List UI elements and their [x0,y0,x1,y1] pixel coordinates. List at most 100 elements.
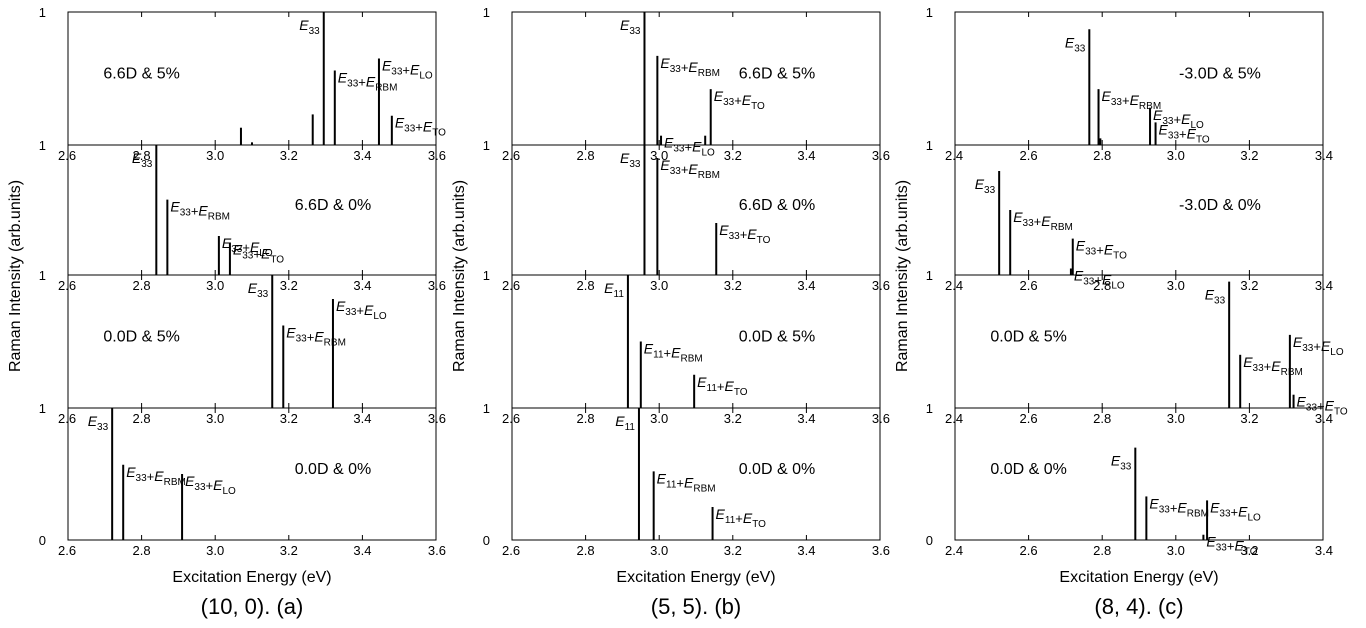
x-tick-label: 2.8 [133,278,151,293]
peak-label: E33+ETO [1206,534,1257,558]
x-tick-label: 3.0 [1167,278,1185,293]
x-tick-label: 3.4 [1315,543,1333,558]
peak-label: E33 [88,413,109,433]
condition-label: 0.0D & 5% [739,329,815,346]
x-tick-label: 2.6 [502,543,520,558]
x-tick-label: 3.2 [280,411,298,426]
x-tick-label: 3.0 [206,543,224,558]
peak-label: E33+ELO [1210,499,1261,523]
panel-frame [511,407,881,541]
x-tick-label: 3.0 [206,278,224,293]
peak-label: E33 [1065,34,1086,54]
x-tick-label: 3.0 [650,278,668,293]
x-tick-label: 2.8 [577,543,595,558]
peak-label: E33+ETO [714,88,765,112]
x-tick-label: 2.6 [58,278,76,293]
x-tick-label: 3.4 [797,278,815,293]
x-tick-label: 3.4 [353,278,371,293]
peak-label: E33+ERBM [1149,495,1209,519]
panel-frame [511,274,881,409]
x-tick-label: 2.8 [1093,543,1111,558]
x-tick-label: 3.0 [206,411,224,426]
x-axis-label: Excitation Energy (eV) [172,569,331,586]
peak-label: E33+ERBM [126,464,186,488]
peak-label: E33+ELO [185,473,236,497]
y-tick-label: 1 [39,138,46,153]
panel-frame [511,11,881,146]
x-tick-label: 3.6 [872,148,890,163]
peak-label: E33+ELO [382,58,433,82]
x-tick-label: 3.4 [1315,278,1333,293]
panel-frame [954,11,1324,146]
peak-label: E33+ERBM [660,55,720,79]
peak-label: E33+ERBM [1102,88,1162,112]
panel-title: (10, 0). (a) [201,594,304,619]
peak-label: E33+ERBM [1013,209,1073,233]
peak-label: E33 [248,280,269,300]
peak-label: E33+ELO [1153,107,1204,131]
x-tick-label: 2.8 [577,148,595,163]
peak-label: E33+ETO [719,222,770,246]
x-tick-label: 2.4 [945,543,963,558]
x-axis-label: Excitation Energy (eV) [616,569,775,586]
x-tick-label: 3.4 [1315,411,1333,426]
peak-label: E33+ELO [222,235,273,259]
condition-label: 0.0D & 5% [990,329,1066,346]
x-tick-label: 2.8 [577,278,595,293]
y-tick-label: 0 [39,533,46,548]
x-tick-label: 3.2 [724,148,742,163]
x-tick-label: 3.4 [353,543,371,558]
x-tick-label: 2.6 [1020,543,1038,558]
y-tick-label: 1 [39,268,46,283]
x-tick-label: 2.6 [1020,411,1038,426]
x-tick-label: 3.2 [280,278,298,293]
panel-frame [954,407,1324,541]
y-tick-label: 0 [926,533,933,548]
x-tick-label: 2.4 [945,148,963,163]
x-tick-label: 3.6 [428,543,446,558]
peak-label: E33+ERBM [1243,354,1303,378]
y-tick-label: 1 [483,401,490,416]
peak-label: E33+ETO [395,115,446,139]
peak-label: E33+ELO [664,135,715,159]
peak-label: E11+ETO [716,506,767,530]
x-tick-label: 3.2 [724,411,742,426]
x-tick-label: 2.6 [1020,278,1038,293]
y-tick-label: 1 [926,268,933,283]
y-tick-label: 1 [926,138,933,153]
peak-label: E33+ERBM [660,157,720,181]
peak-label: E11 [615,413,635,433]
x-tick-label: 3.4 [797,543,815,558]
peak-label: E33 [1205,287,1226,307]
x-tick-label: 2.6 [1020,148,1038,163]
y-tick-label: 1 [483,5,490,20]
y-tick-label: 1 [483,138,490,153]
x-tick-label: 2.6 [58,411,76,426]
peak-label: E33 [975,176,996,196]
x-tick-label: 2.4 [945,278,963,293]
peak-label: E33 [299,17,320,37]
peak-label: E33+ERBM [338,70,398,94]
x-tick-label: 3.0 [1167,543,1185,558]
condition-label: 6.6D & 5% [739,66,815,83]
x-tick-label: 3.6 [428,148,446,163]
y-tick-label: 1 [926,5,933,20]
x-tick-label: 2.8 [133,543,151,558]
peak-label: E33+ETO [1076,238,1127,262]
x-tick-label: 2.6 [58,543,76,558]
y-axis-label: Raman Intensity (arb.units) [894,180,911,372]
peak-label: E33 [620,150,641,170]
x-tick-label: 3.2 [280,148,298,163]
x-tick-label: 2.8 [133,411,151,426]
peak-label: E11+ETO [697,374,748,398]
condition-label: 0.0D & 5% [103,329,179,346]
panel-title: (8, 4). (c) [1094,594,1183,619]
peak-label: E11+ERBM [657,470,716,494]
y-tick-label: 1 [483,268,490,283]
peak-label: E33 [1111,453,1132,473]
x-tick-label: 3.2 [1240,543,1258,558]
peak-label: E33 [620,17,641,37]
x-tick-label: 2.6 [502,148,520,163]
x-tick-label: 3.0 [206,148,224,163]
